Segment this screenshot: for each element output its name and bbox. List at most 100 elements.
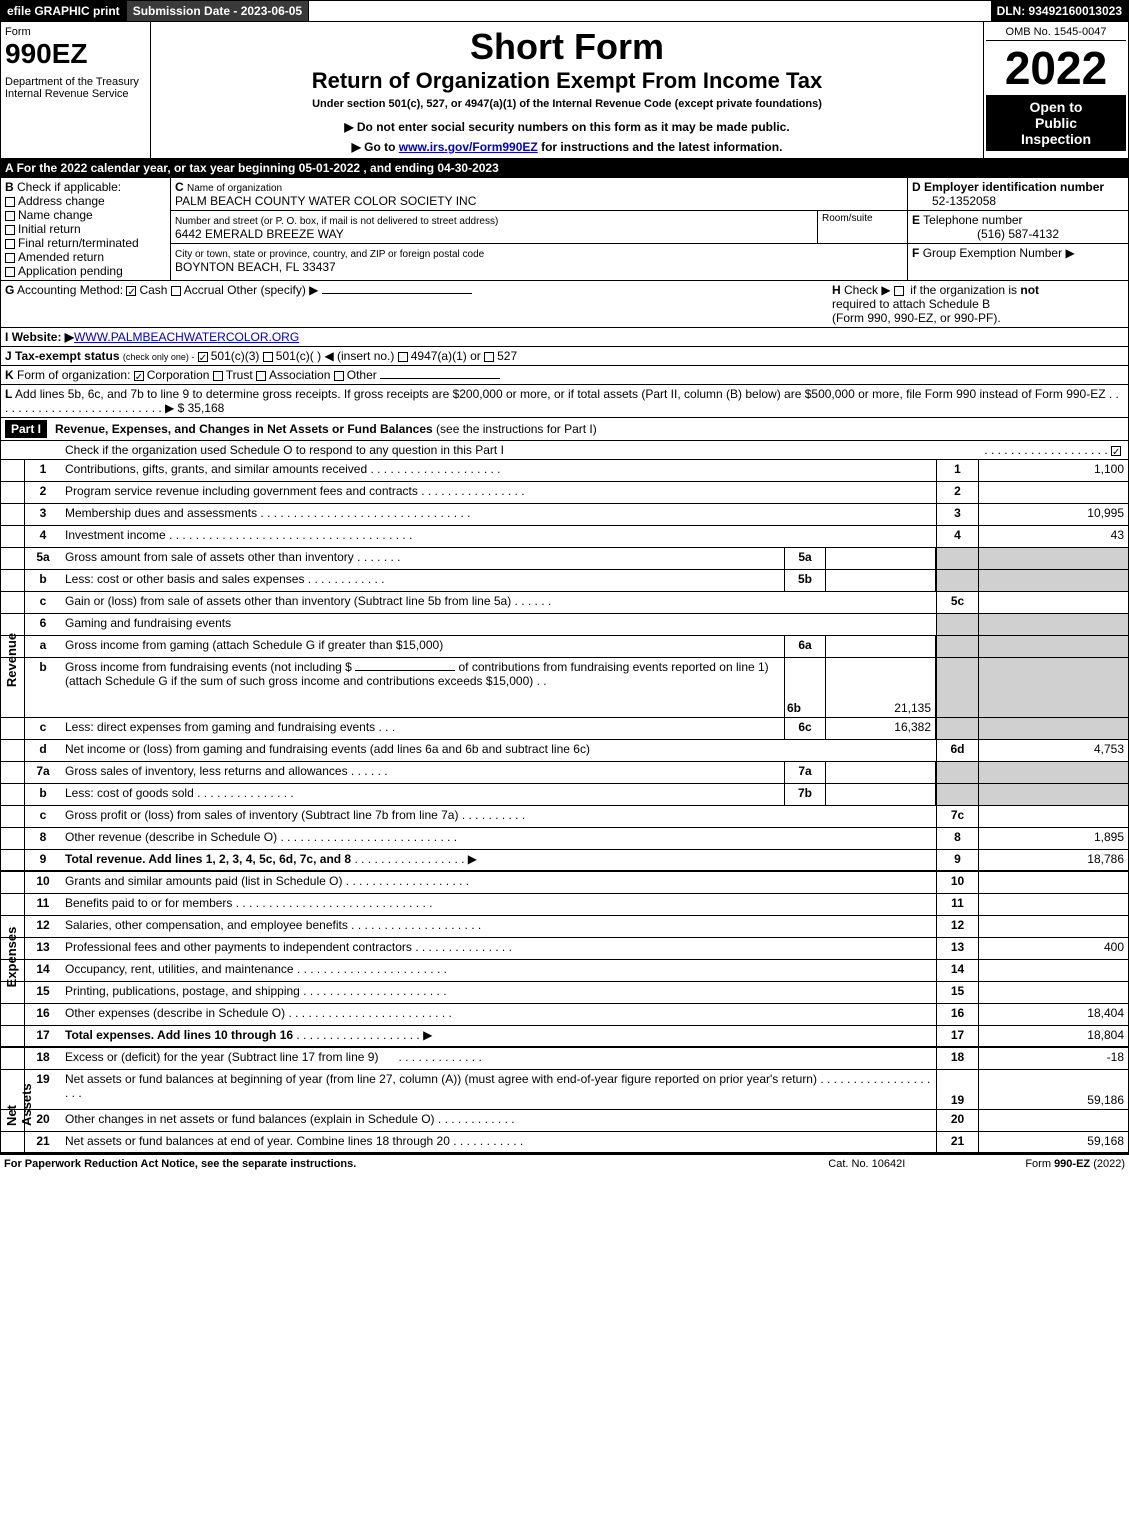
ln7a-desc: Gross sales of inventory, less returns a… <box>65 764 348 778</box>
city: BOYNTON BEACH, FL 33437 <box>175 260 336 274</box>
website-link[interactable]: WWW.PALMBEACHWATERCOLOR.ORG <box>74 330 299 344</box>
ln6b-d1: Gross income from fundraising events (no… <box>65 660 352 674</box>
l-text: Add lines 5b, 6c, and 7b to line 9 to de… <box>15 387 1106 401</box>
j-527: 527 <box>497 349 517 363</box>
ln13-num: 13 <box>25 938 61 959</box>
checkbox-501c[interactable] <box>263 352 273 362</box>
ln6c-val-shade <box>978 718 1128 739</box>
g-label: Accounting Method: <box>17 283 123 297</box>
checkbox-accrual[interactable] <box>171 286 181 296</box>
checkbox-assoc[interactable] <box>256 371 266 381</box>
ln7c-box: 7c <box>936 806 978 827</box>
checkbox-4947[interactable] <box>398 352 408 362</box>
irs-link[interactable]: www.irs.gov/Form990EZ <box>399 140 538 154</box>
ln18-box: 18 <box>936 1048 978 1069</box>
ln4-val: 43 <box>978 526 1128 547</box>
ln12-box: 12 <box>936 916 978 937</box>
ln7a-box-shade <box>936 762 978 783</box>
checkbox-501c3[interactable] <box>198 352 208 362</box>
f-label: Group Exemption Number <box>923 246 1062 260</box>
omb-number: OMB No. 1545-0047 <box>986 24 1126 41</box>
ln5b-val-shade <box>978 570 1128 591</box>
ein: 52-1352058 <box>932 194 996 208</box>
street-label: Number and street (or P. O. box, if mail… <box>175 216 498 227</box>
street: 6442 EMERALD BREEZE WAY <box>175 227 344 241</box>
ln20-val <box>978 1110 1128 1131</box>
goto-post: for instructions and the latest informat… <box>538 140 783 154</box>
ln7b-sv <box>826 784 936 805</box>
checkbox-h[interactable] <box>894 286 904 296</box>
checkbox-corp[interactable] <box>134 371 144 381</box>
ln18-desc: Excess or (deficit) for the year (Subtra… <box>65 1050 378 1064</box>
expenses-section: Expenses 10Grants and similar amounts pa… <box>0 872 1129 1048</box>
checkbox-address-change[interactable] <box>5 197 15 207</box>
checkbox-527[interactable] <box>484 352 494 362</box>
ln6a-sv <box>826 636 936 657</box>
ln3-val: 10,995 <box>978 504 1128 525</box>
topbar: efile GRAPHIC print Submission Date - 20… <box>0 0 1129 22</box>
checkbox-initial-return[interactable] <box>5 225 15 235</box>
ln15-num: 15 <box>25 982 61 1003</box>
checkbox-pending[interactable] <box>5 267 15 277</box>
ln5a-box-shade <box>936 548 978 569</box>
ln3-num: 3 <box>25 504 61 525</box>
footer-right-form: 990-EZ <box>1054 1158 1090 1170</box>
checkbox-other-org[interactable] <box>334 371 344 381</box>
ln17-num: 17 <box>25 1026 61 1046</box>
revenue-section: Revenue 1Contributions, gifts, grants, a… <box>0 460 1129 872</box>
ln9-desc: Total revenue. Add lines 1, 2, 3, 4, 5c,… <box>65 852 351 866</box>
g-accrual: Accrual <box>184 283 224 297</box>
ln18-num: 18 <box>25 1048 61 1069</box>
efile-print[interactable]: efile GRAPHIC print <box>1 1 127 21</box>
ln16-desc: Other expenses (describe in Schedule O) <box>65 1006 285 1020</box>
j-label: Tax-exempt status <box>15 349 119 363</box>
ln20-desc: Other changes in net assets or fund bala… <box>65 1112 435 1126</box>
checkbox-final-return[interactable] <box>5 239 15 249</box>
footer-right-post: (2022) <box>1090 1158 1125 1170</box>
ln11-box: 11 <box>936 894 978 915</box>
ln2-val <box>978 482 1128 503</box>
ln17-box: 17 <box>936 1026 978 1046</box>
i-label: Website: ▶ <box>12 330 74 344</box>
checkbox-cash[interactable] <box>126 286 136 296</box>
ln5b-desc: Less: cost or other basis and sales expe… <box>65 572 304 586</box>
h-t4: (Form 990, 990-EZ, or 990-PF). <box>832 311 1001 325</box>
ln11-desc: Benefits paid to or for members <box>65 896 232 910</box>
ln6-box-shade <box>936 614 978 635</box>
ln6-desc: Gaming and fundraising events <box>61 614 936 635</box>
ln6c-num: c <box>25 718 61 739</box>
ln6b-box-shade <box>936 658 978 717</box>
ln10-num: 10 <box>25 872 61 893</box>
ln6a-desc: Gross income from gaming (attach Schedul… <box>61 636 784 657</box>
ln17-desc: Total expenses. Add lines 10 through 16 <box>65 1028 293 1042</box>
checkbox-trust[interactable] <box>213 371 223 381</box>
ln6b-num: b <box>25 658 61 717</box>
checkbox-name-change[interactable] <box>5 211 15 221</box>
goto-line: ▶ Go to www.irs.gov/Form990EZ for instru… <box>155 140 979 154</box>
ln5b-sv <box>826 570 936 591</box>
open3: Inspection <box>990 131 1122 147</box>
ln6a-num: a <box>25 636 61 657</box>
ln5a-sub: 5a <box>784 548 826 569</box>
ln21-num: 21 <box>25 1132 61 1152</box>
ln4-num: 4 <box>25 526 61 547</box>
ln5b-box-shade <box>936 570 978 591</box>
ln19-desc: Net assets or fund balances at beginning… <box>65 1072 817 1086</box>
f-arrow-icon: ▶ <box>1065 246 1074 260</box>
department: Department of the Treasury Internal Reve… <box>5 76 146 100</box>
checkbox-amended[interactable] <box>5 253 15 263</box>
ln5c-val <box>978 592 1128 613</box>
k-corp: Corporation <box>147 368 210 382</box>
ln16-val: 18,404 <box>978 1004 1128 1025</box>
ln11-num: 11 <box>25 894 61 915</box>
ln6a-box-shade <box>936 636 978 657</box>
b-final: Final return/terminated <box>18 236 139 250</box>
open2: Public <box>990 115 1122 131</box>
checkbox-schedule-o[interactable] <box>1111 446 1121 456</box>
ln9-val: 18,786 <box>978 850 1128 870</box>
h-t3: required to attach Schedule B <box>832 297 990 311</box>
j-501c3: 501(c)(3) <box>211 349 260 363</box>
ln1-desc: Contributions, gifts, grants, and simila… <box>65 462 367 476</box>
ln6c-sv: 16,382 <box>826 718 936 739</box>
section-a: A For the 2022 calendar year, or tax yea… <box>0 159 1129 178</box>
